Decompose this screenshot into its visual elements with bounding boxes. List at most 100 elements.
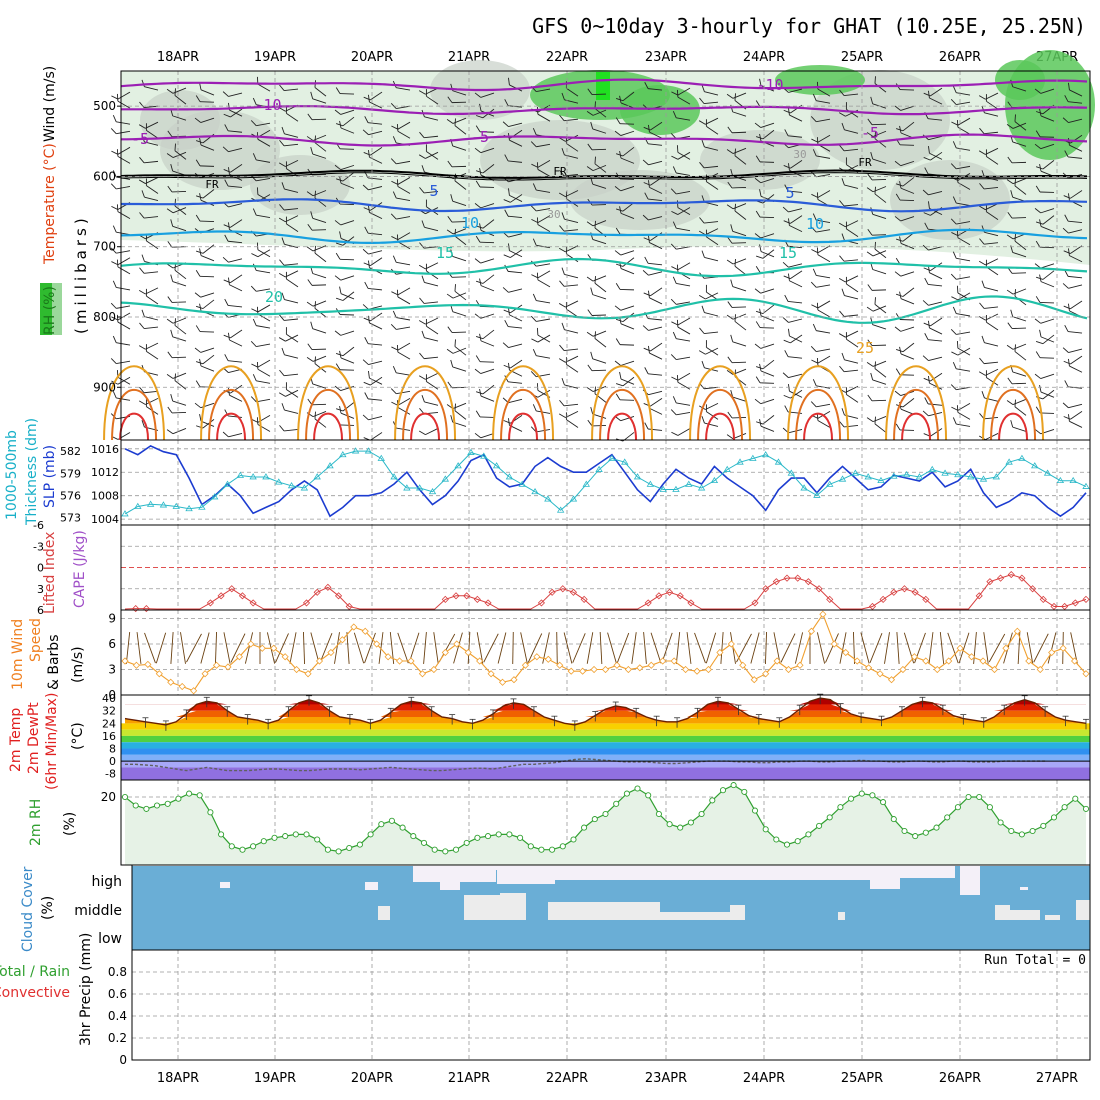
wind-barb (950, 99, 971, 106)
barb-flag (978, 205, 986, 211)
wind-barb (782, 261, 803, 268)
thickness-marker (608, 454, 616, 461)
rh2m-marker (378, 821, 385, 828)
wind10m-marker (293, 665, 301, 674)
wind-barb (419, 187, 439, 194)
barb-shaft (285, 159, 299, 167)
barb-flag (558, 358, 566, 363)
wind10m-barb-shaft (928, 632, 934, 664)
barb-flag (924, 397, 929, 405)
barb-flag (727, 126, 733, 134)
barb-shaft (397, 232, 411, 241)
wind10m-marker (235, 653, 243, 661)
barb-shaft (200, 365, 215, 372)
wind-barb (250, 285, 271, 292)
wind-barb (979, 238, 999, 245)
rh2m-marker (666, 821, 673, 828)
wind-barb (475, 355, 495, 363)
wind10m-barb-shaft (310, 632, 320, 664)
barb-shaft (648, 160, 663, 166)
barb-flag (362, 304, 369, 310)
wind-barb (532, 404, 551, 414)
wind-barb (334, 385, 355, 392)
barb-flag (314, 356, 316, 364)
wind10m-barb (467, 631, 471, 665)
wind10m-marker (476, 657, 484, 665)
slp-axis: 1000-500mb Thickness (dm) SLP (mb) 10161… (4, 418, 119, 526)
barb-flag (199, 82, 202, 90)
li-marker (815, 585, 823, 593)
barb-flag (839, 144, 845, 152)
barb-flag (1035, 340, 1044, 345)
barb-flag (447, 96, 453, 103)
cloud-gap-mid (838, 912, 845, 920)
thickness-marker (1069, 476, 1077, 484)
wind-barb (839, 200, 859, 207)
barb-shaft (509, 314, 523, 322)
wind-barb (952, 85, 971, 96)
wind-barb (755, 415, 775, 425)
barb-flag (199, 193, 202, 201)
barb-flag (558, 247, 566, 253)
wind10m-barb (939, 632, 945, 664)
wind-barb (421, 220, 439, 232)
contour-label: FR (858, 156, 872, 169)
barb-shaft (368, 398, 383, 401)
barb-flag (339, 176, 342, 184)
barb-flag (698, 350, 706, 355)
li-marker (890, 588, 898, 596)
wind-barb (195, 95, 215, 103)
barb-flag (1014, 289, 1016, 297)
barb-shaft (788, 88, 803, 93)
barb-shaft (342, 401, 355, 412)
barb-shaft (846, 338, 859, 348)
barb-shaft (816, 274, 831, 279)
barb-flag (788, 328, 790, 337)
barb-flag (615, 393, 621, 401)
wind-barb (310, 91, 327, 104)
barb-flag (594, 276, 596, 284)
barb-flag (536, 162, 539, 170)
wind-barb (139, 267, 159, 274)
wind10m-barb (599, 631, 603, 665)
wind-barb (368, 150, 383, 164)
temp-band (121, 735, 1090, 743)
barb-shaft (732, 111, 747, 117)
rh2m-marker (965, 793, 972, 801)
barb-flag (335, 178, 344, 182)
barb-flag (112, 280, 117, 288)
thickness-marker (441, 475, 450, 482)
wind-barb (1007, 377, 1027, 385)
barb-flag (335, 242, 344, 246)
barb-flag (956, 285, 959, 293)
barb-shaft (985, 147, 999, 155)
wind-barb (644, 192, 663, 201)
barb-flag (199, 303, 202, 311)
date-label-top: 20APR (351, 50, 393, 65)
wind-barb (368, 205, 383, 220)
wind-barb (671, 428, 691, 436)
temp-dome (607, 412, 638, 441)
thickness-marker (377, 454, 385, 461)
wind-barb (111, 257, 131, 266)
barb-flag (419, 297, 425, 304)
wind-barb (307, 343, 327, 351)
wind-barb (174, 88, 187, 105)
li-marker (772, 578, 780, 586)
barb-shaft (174, 150, 187, 160)
barb-shaft (340, 220, 355, 226)
barb-flag (450, 415, 454, 423)
barb-flag (561, 267, 565, 275)
barb-flag (615, 153, 624, 157)
barb-flag (195, 325, 201, 332)
wind10m-barb (520, 632, 528, 664)
wind-barb (642, 270, 663, 276)
wind-barb (1035, 296, 1055, 304)
thickness-marker (877, 476, 885, 484)
wind-barb (475, 125, 495, 133)
barb-flag (867, 229, 873, 236)
barb-flag (951, 232, 959, 237)
barb-shaft (565, 190, 579, 198)
barb-shaft (564, 403, 579, 407)
barb-shaft (956, 202, 971, 206)
